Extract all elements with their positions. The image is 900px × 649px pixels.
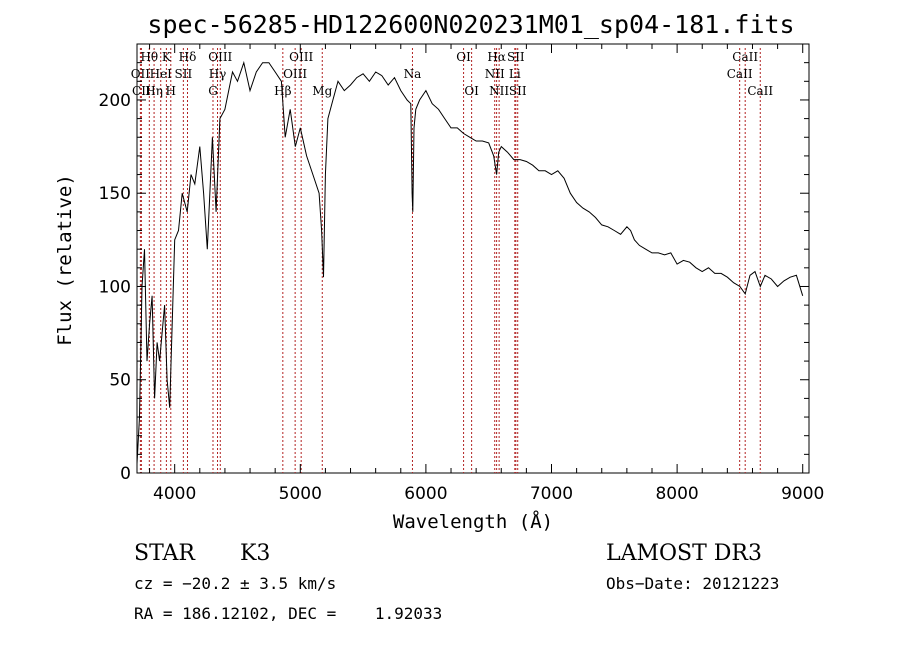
line-marker-label: OI <box>464 84 479 98</box>
line-marker-label: SII <box>507 50 525 64</box>
line-marker-label: Hα <box>487 50 506 64</box>
x-tick-label: 9000 <box>781 484 824 504</box>
line-marker-label: Hδ <box>179 50 197 64</box>
line-marker-label: CaII <box>727 67 753 81</box>
y-tick-label: 150 <box>99 184 131 204</box>
obs-date: Obs−Date: 20121223 <box>606 574 779 593</box>
line-marker-label: K <box>162 50 172 64</box>
line-marker-label: SII <box>174 67 192 81</box>
y-axis-label: Flux (relative) <box>54 174 76 346</box>
info-panel: STAR K3 cz = −20.2 ± 3.5 km/s RA = 186.1… <box>134 541 779 623</box>
object-class: STAR <box>134 541 196 566</box>
line-marker-label: OII <box>131 67 151 81</box>
line-marker-label: Li <box>509 67 521 81</box>
line-marker-label: Mg <box>312 84 332 98</box>
object-subclass: K3 <box>240 541 270 566</box>
line-marker-label: Hη <box>145 84 163 98</box>
survey-name: LAMOST DR3 <box>606 541 762 566</box>
line-marker-label: Na <box>404 67 422 81</box>
line-marker-label: HeI <box>150 67 173 81</box>
line-marker-label: NII <box>489 84 509 98</box>
line-marker-label: CaII <box>732 50 758 64</box>
spectrum-line <box>136 60 804 464</box>
line-marker-label: Hγ <box>209 67 227 81</box>
x-tick-label: 6000 <box>404 484 447 504</box>
line-marker-label: CaII <box>747 84 773 98</box>
line-marker-label: OIII <box>283 67 307 81</box>
x-tick-label: 5000 <box>279 484 322 504</box>
axis-ticks: 4000 5000 6000 7000 8000 9000 0 50 100 150 200 <box>99 44 824 504</box>
y-tick-label: 0 <box>120 464 131 484</box>
line-marker-label: G <box>208 84 218 98</box>
line-marker-label: OIII <box>208 50 232 64</box>
y-tick-label: 100 <box>99 277 131 297</box>
plot-frame <box>136 43 810 474</box>
ra-dec: RA = 186.12102, DEC = 1.92033 <box>134 604 442 623</box>
line-marker-label: H <box>166 84 176 98</box>
x-tick-label: 4000 <box>153 484 196 504</box>
line-marker-label: CII <box>132 84 151 98</box>
x-axis-label: Wavelength (Å) <box>393 510 553 533</box>
redshift-velocity: cz = −20.2 ± 3.5 km/s <box>134 574 336 593</box>
line-marker-label: NII <box>485 67 505 81</box>
line-marker-label: OI <box>456 50 471 64</box>
y-tick-label: 50 <box>109 371 131 391</box>
line-marker-label: Hθ <box>140 50 158 64</box>
line-marker-label: Hβ <box>274 84 291 98</box>
x-tick-label: 8000 <box>655 484 698 504</box>
line-markers <box>139 48 761 473</box>
y-tick-label: 200 <box>99 91 131 111</box>
x-tick-label: 7000 <box>530 484 573 504</box>
line-marker-label: OIII <box>289 50 313 64</box>
chart-title: spec-56285-HD122600N020231M01_sp04-181.f… <box>147 10 794 39</box>
line-marker-label: SII <box>509 84 527 98</box>
